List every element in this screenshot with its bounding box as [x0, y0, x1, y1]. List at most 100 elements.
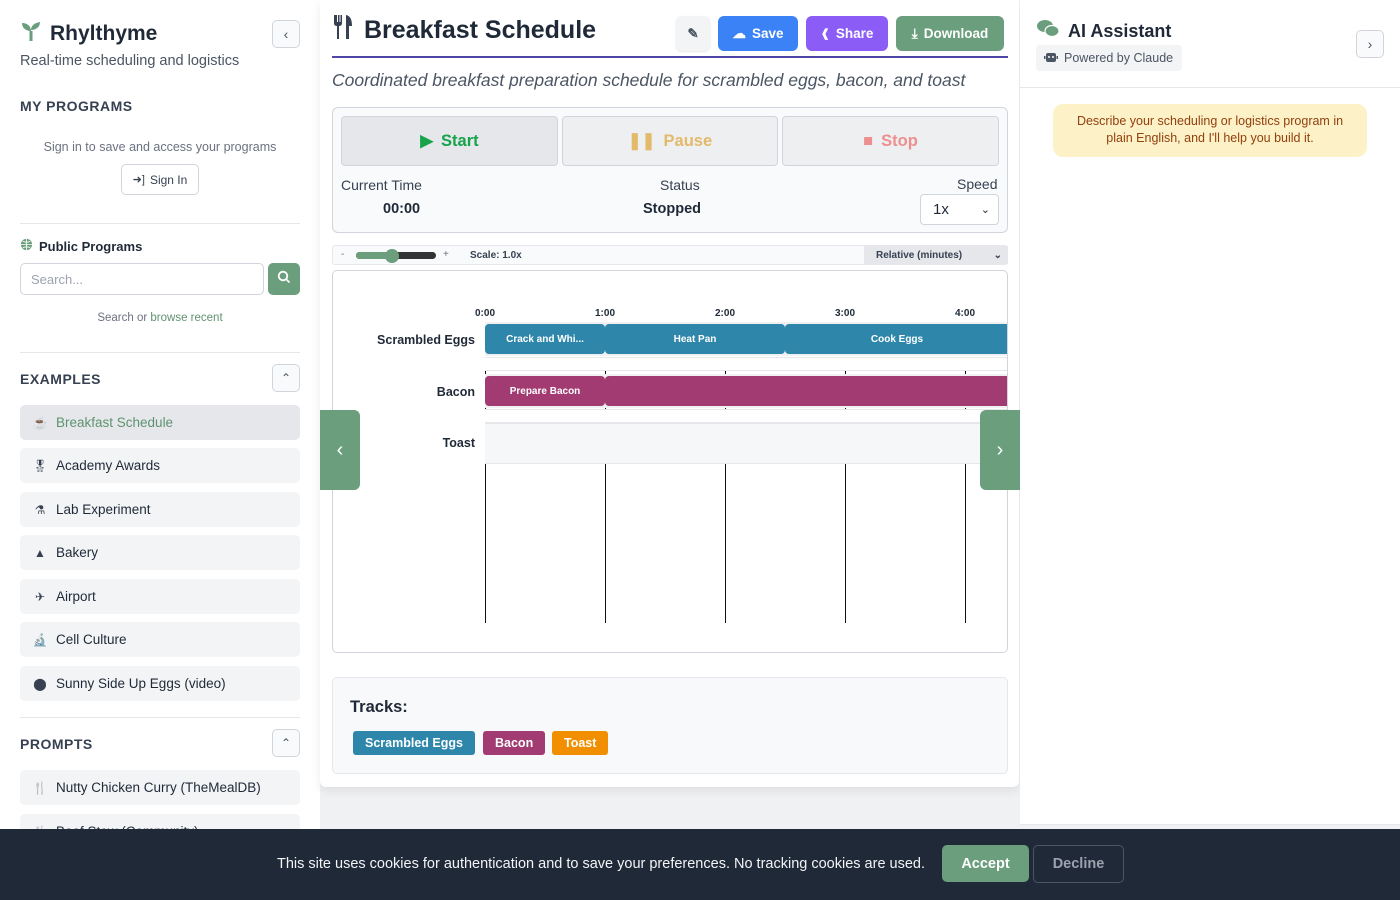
example-lab-experiment[interactable]: ⚗ Lab Experiment [20, 492, 300, 527]
prompts-title: PROMPTS [20, 736, 93, 752]
chevron-down-icon: ⌄ [980, 204, 990, 216]
examples-collapse-button[interactable]: ⌃ [272, 364, 300, 392]
public-programs-label: Public Programs [39, 238, 143, 254]
tick-label: 1:00 [594, 308, 616, 319]
award-icon: 🎖 [32, 458, 48, 473]
speed-label: Speed [957, 176, 998, 192]
row-gap [485, 409, 1007, 423]
tick-label: 3:00 [834, 308, 856, 319]
zoom-out-button[interactable]: - [341, 249, 345, 260]
example-airport[interactable]: ✈ Airport [20, 579, 300, 614]
example-label: Academy Awards [56, 458, 161, 473]
track-row-toast [485, 423, 1007, 464]
chat-bubbles-icon [1036, 19, 1060, 44]
example-bakery[interactable]: ▲ Bakery [20, 535, 300, 570]
chevron-right-icon: › [1367, 36, 1373, 52]
grid-line [845, 361, 846, 623]
start-button[interactable]: ▶ Start [341, 116, 558, 166]
task-crack-and-whisk[interactable]: Crack and Whi... [485, 324, 605, 354]
tick-label: 0:00 [474, 308, 496, 319]
powered-by-badge: Powered by Claude [1036, 45, 1183, 71]
pencil-icon: ✎ [687, 25, 699, 41]
status-label: Status [660, 177, 700, 193]
example-label: Sunny Side Up Eggs (video) [56, 676, 226, 691]
save-label: Save [751, 26, 784, 41]
tick-label: 2:00 [714, 308, 736, 319]
pause-icon: ❚❚ [627, 132, 656, 150]
timeline-scroll-right-button[interactable]: › [980, 410, 1020, 490]
main-panel: Breakfast Schedule ✎ ☁ Save ❰ Share ⤓ Do… [320, 0, 1019, 787]
time-mode-select[interactable]: Relative (minutes) ⌄ [864, 246, 1008, 264]
example-academy-awards[interactable]: 🎖 Academy Awards [20, 448, 300, 483]
timeline-scroll-left-button[interactable]: ‹ [320, 410, 360, 490]
example-sunny-side-up-eggs[interactable]: ⬤ Sunny Side Up Eggs (video) [20, 666, 300, 701]
playback-controls: ▶ Start ❚❚ Pause ■ Stop Current Time 00:… [332, 107, 1008, 233]
example-label: Lab Experiment [56, 502, 151, 517]
my-programs-title: MY PROGRAMS [20, 98, 133, 114]
brand-tagline: Real-time scheduling and logistics [20, 53, 240, 69]
brand-name: Rhylthyme [50, 21, 158, 45]
stop-button[interactable]: ■ Stop [782, 116, 999, 166]
download-icon: ⤓ [911, 25, 918, 41]
divider [1020, 87, 1400, 88]
tracks-legend: Tracks: Scrambled Eggs Bacon Toast [332, 677, 1008, 774]
task-cook-bacon[interactable] [605, 376, 1007, 406]
share-icon: ❰ [820, 28, 830, 40]
download-button[interactable]: ⤓ Download [896, 16, 1004, 51]
speed-select[interactable]: 1x ⌄ [920, 194, 999, 225]
microscope-icon: 🔬 [32, 632, 48, 647]
task-cook-eggs[interactable]: Cook Eggs [785, 324, 1007, 354]
stop-icon: ■ [863, 131, 874, 150]
download-label: Download [923, 26, 989, 41]
start-label: Start [441, 131, 479, 150]
bread-icon: ▲ [34, 545, 46, 560]
assistant-title-text: AI Assistant [1068, 21, 1172, 41]
track-chip-toast[interactable]: Toast [552, 731, 609, 755]
current-time-value: 00:00 [383, 201, 421, 217]
mug-icon: ☕ [32, 415, 48, 430]
divider [20, 223, 300, 224]
track-chip-scrambled-eggs[interactable]: Scrambled Eggs [353, 731, 475, 755]
pause-button[interactable]: ❚❚ Pause [562, 116, 778, 166]
scale-slider-thumb[interactable] [385, 249, 399, 263]
sign-in-button[interactable]: ➜] Sign In [121, 164, 199, 195]
accept-cookies-button[interactable]: Accept [942, 845, 1029, 882]
collapse-assistant-button[interactable]: › [1356, 30, 1384, 58]
example-cell-culture[interactable]: 🔬 Cell Culture [20, 622, 300, 657]
save-button[interactable]: ☁ Save [718, 16, 798, 51]
zoom-in-button[interactable]: + [443, 249, 449, 260]
assistant-hint: Describe your scheduling or logistics pr… [1053, 104, 1367, 157]
powered-by-text: Powered by Claude [1064, 51, 1174, 65]
ai-assistant-panel: AI Assistant Powered by Claude › Describ… [1020, 0, 1400, 825]
track-chip-bacon[interactable]: Bacon [483, 731, 546, 755]
chevron-right-icon: › [996, 438, 1004, 461]
search-hint: Search or browse recent [20, 312, 300, 324]
task-prepare-bacon[interactable]: Prepare Bacon [485, 376, 605, 406]
examples-title: EXAMPLES [20, 371, 102, 387]
divider [20, 352, 300, 353]
share-label: Share [835, 26, 874, 41]
plane-icon: ✈ [34, 589, 46, 604]
share-button[interactable]: ❰ Share [806, 16, 888, 51]
grid-line [725, 361, 726, 623]
scale-slider-fill [356, 252, 392, 259]
prompts-collapse-button[interactable]: ⌃ [272, 729, 300, 757]
cloud-upload-icon: ☁ [732, 25, 746, 41]
collapse-sidebar-button[interactable]: ‹ [272, 20, 300, 48]
search-button[interactable] [268, 263, 300, 295]
sidebar: Rhylthyme ‹ Real-time scheduling and log… [0, 0, 320, 900]
browse-recent-link[interactable]: browse recent [150, 312, 223, 324]
scale-slider[interactable] [356, 249, 436, 263]
edit-button[interactable]: ✎ [676, 16, 710, 51]
track-row-scrambled-eggs: Crack and Whi... Heat Pan Cook Eggs [485, 322, 1007, 356]
example-label: Airport [56, 589, 96, 604]
example-breakfast-schedule[interactable]: ☕ Breakfast Schedule [20, 405, 300, 440]
decline-cookies-button[interactable]: Decline [1033, 845, 1124, 883]
search-input[interactable] [20, 263, 264, 295]
title-row: Breakfast Schedule ✎ ☁ Save ❰ Share ⤓ Do… [332, 12, 1008, 58]
timeline-chart: 0:00 1:00 2:00 3:00 4:00 Crack and Whi..… [332, 270, 1008, 653]
task-heat-pan[interactable]: Heat Pan [605, 324, 785, 354]
track-row-bacon: Prepare Bacon [485, 374, 1007, 408]
prompt-nutty-chicken-curry[interactable]: 🍴 Nutty Chicken Curry (TheMealDB) [20, 770, 300, 805]
sign-in-label: Sign In [149, 172, 188, 187]
